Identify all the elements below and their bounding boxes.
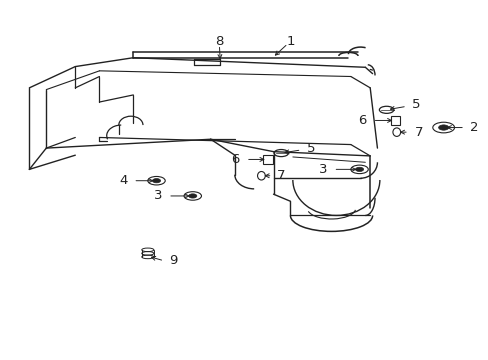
Ellipse shape [152, 179, 160, 183]
Text: 7: 7 [414, 126, 422, 139]
Ellipse shape [438, 125, 448, 130]
Text: 6: 6 [231, 153, 239, 166]
Text: 9: 9 [169, 254, 177, 267]
Text: 5: 5 [411, 98, 419, 111]
Ellipse shape [392, 128, 400, 136]
Text: 3: 3 [154, 189, 162, 202]
Text: 7: 7 [277, 169, 285, 182]
Ellipse shape [355, 167, 363, 171]
Text: 8: 8 [215, 35, 223, 48]
Ellipse shape [257, 171, 265, 180]
Text: 5: 5 [307, 141, 315, 154]
Text: 6: 6 [357, 114, 366, 127]
FancyBboxPatch shape [263, 155, 272, 164]
Text: 2: 2 [469, 121, 477, 134]
Text: 1: 1 [286, 35, 295, 48]
Text: 4: 4 [119, 174, 127, 187]
Text: 3: 3 [319, 163, 327, 176]
Ellipse shape [188, 194, 197, 198]
FancyBboxPatch shape [390, 116, 399, 125]
